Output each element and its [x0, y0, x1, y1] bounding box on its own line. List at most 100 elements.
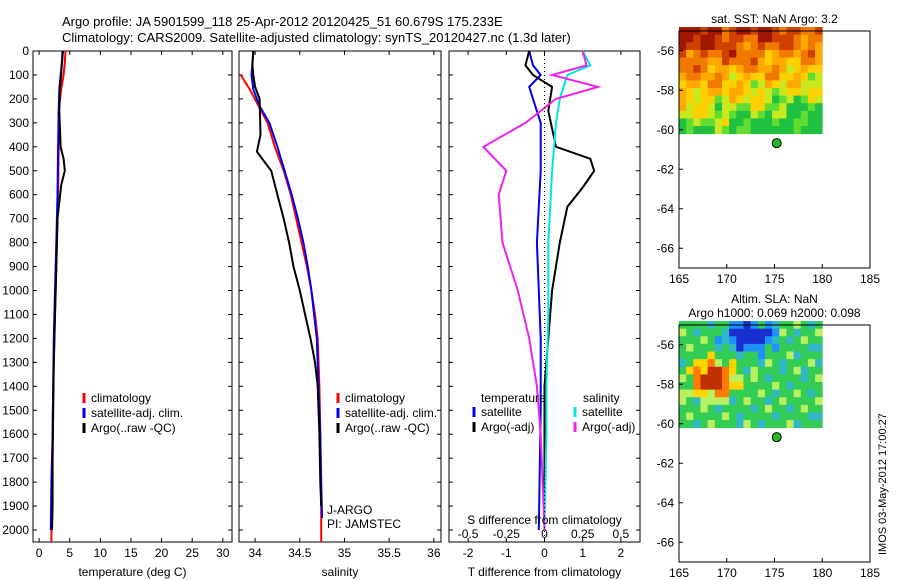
sla-map-field-cell	[807, 381, 816, 391]
temperature-xtick-label: 10	[94, 546, 108, 560]
sla-map-field-cell	[807, 404, 816, 413]
sla-map-xtick-label: 185	[860, 566, 880, 580]
sla-map-field-cell	[793, 374, 802, 383]
sst-map-field-cell	[772, 80, 780, 89]
sst-map-field-cell	[800, 65, 809, 74]
salinity-difference-tick-label: -0.25	[493, 527, 521, 541]
sla-map-field-cell	[714, 389, 723, 398]
salinity-difference-axis-label: S difference from climatology	[467, 513, 622, 527]
sla-map-field-cell	[750, 343, 759, 352]
sst-map-xtick-label: 180	[812, 272, 832, 286]
sst-map-field-cell	[779, 118, 787, 127]
sst-map-field-cell	[757, 34, 766, 43]
sla-map-ytick-label: -64	[657, 496, 675, 510]
sla-map-field-cell	[686, 397, 694, 406]
sla-map-field-cell	[700, 381, 709, 391]
sla-map-field-cell	[714, 359, 723, 368]
sla-map-ytick-label: -62	[657, 456, 675, 470]
sst-map-field-cell	[786, 34, 794, 43]
sst-map-field-cell	[729, 65, 737, 74]
sst-map-field-cell	[729, 110, 737, 119]
sst-map-field-cell	[693, 65, 701, 74]
sst-map-field-cell	[736, 126, 744, 135]
sla-map-field-cell	[736, 374, 744, 383]
sst-map-field-cell	[800, 87, 809, 97]
sla-map-field-cell	[686, 381, 694, 391]
sla-map-field-cell	[815, 389, 823, 398]
sst-map-field-cell	[721, 49, 730, 58]
sla-map-field-cell	[779, 412, 787, 421]
sla-map-field-cell	[779, 397, 787, 406]
difference-legend-label: satellite	[582, 405, 623, 419]
sla-map-field-cell	[686, 328, 694, 337]
sst-map-field-cell	[800, 34, 809, 43]
sla-map-field-cell	[764, 351, 773, 360]
sla-map-field-cell	[772, 366, 780, 375]
temperature-legend-label: Argo(..raw -QC)	[91, 421, 176, 435]
sst-map-field-cell	[772, 34, 780, 43]
sla-map-field-cell	[693, 381, 701, 391]
sla-map-field-cell	[757, 381, 766, 391]
sst-map-field-cell	[721, 110, 730, 119]
sst-map-field-cell	[707, 34, 716, 43]
sst-map-field-cell	[679, 72, 687, 81]
sst-map-field-cell	[757, 42, 766, 51]
sst-map-field-cell	[693, 72, 701, 81]
sla-map-field-cell	[793, 381, 802, 391]
sla-map-field-cell	[800, 397, 809, 406]
sst-map-field-cell	[815, 87, 823, 97]
sla-map-title: Argo h1000: 0.069 h2000: 0.098	[688, 306, 860, 320]
timestamp-stamp: IMOS 03-May-2012 17:00:27	[877, 413, 889, 555]
sla-map-field-cell	[764, 374, 773, 383]
sla-map-field-cell	[800, 374, 809, 383]
sst-map-field-cell	[800, 72, 809, 81]
sst-map-field-cell	[700, 42, 709, 51]
depth-tick-label: 800	[9, 236, 29, 250]
sla-map-field-cell	[750, 374, 759, 383]
sla-map-field-cell	[750, 397, 759, 406]
sla-map-field-cell	[693, 397, 701, 406]
sst-map-field-cell	[786, 49, 794, 58]
sst-map-field-cell	[750, 87, 759, 97]
sst-map-field-cell	[807, 34, 816, 43]
sst-map-field-cell	[707, 57, 716, 66]
sst-map-field-cell	[815, 80, 823, 89]
sst-map-field-cell	[693, 126, 701, 135]
sst-map-field-cell	[721, 42, 730, 51]
principal-investigator-annotation: PI: JAMSTEC	[327, 517, 401, 531]
sla-map-field-cell	[750, 336, 759, 345]
sst-map-field-cell	[736, 34, 744, 43]
sla-map-field-cell	[772, 336, 780, 345]
sst-map-field-cell	[815, 103, 823, 112]
sla-map-field-cell	[700, 404, 709, 413]
sst-map-field-cell	[743, 42, 752, 51]
sla-map-field-cell	[729, 389, 737, 398]
sla-map-field-cell	[757, 366, 766, 375]
sla-map-field-cell	[707, 389, 716, 398]
sst-map-field-cell	[807, 49, 816, 58]
sst-map-field-cell	[807, 118, 816, 127]
sla-map-field-cell	[736, 351, 744, 360]
sla-map-field-cell	[707, 381, 716, 391]
sla-map-ytick-label: -60	[657, 417, 675, 431]
sla-map-field-cell	[721, 397, 730, 406]
sla-map-field-cell	[707, 343, 716, 352]
sst-map-ytick-label: -56	[657, 44, 675, 58]
sst-map-field-cell	[707, 65, 716, 74]
sla-map-field-cell	[779, 374, 787, 383]
sla-map-field-cell	[729, 351, 737, 360]
sst-map-field-cell	[757, 103, 766, 112]
sst-map-field-cell	[729, 80, 737, 89]
sla-map-field-cell	[714, 397, 723, 406]
sst-map-ytick-label: -66	[657, 241, 675, 255]
sst-map-field-cell	[800, 103, 809, 112]
sst-map-field-cell	[686, 80, 694, 89]
sst-map-field-cell	[721, 57, 730, 66]
salinity-difference-tick-label: 0	[541, 527, 548, 541]
sst-map-field-cell	[815, 49, 823, 58]
sla-map-field-cell	[729, 374, 737, 383]
sst-map-field-cell	[736, 118, 744, 127]
sla-map-title: Altim. SLA: NaN	[731, 292, 818, 306]
sst-map-field-cell	[743, 103, 752, 112]
sst-map-xtick-label: 165	[669, 272, 689, 286]
